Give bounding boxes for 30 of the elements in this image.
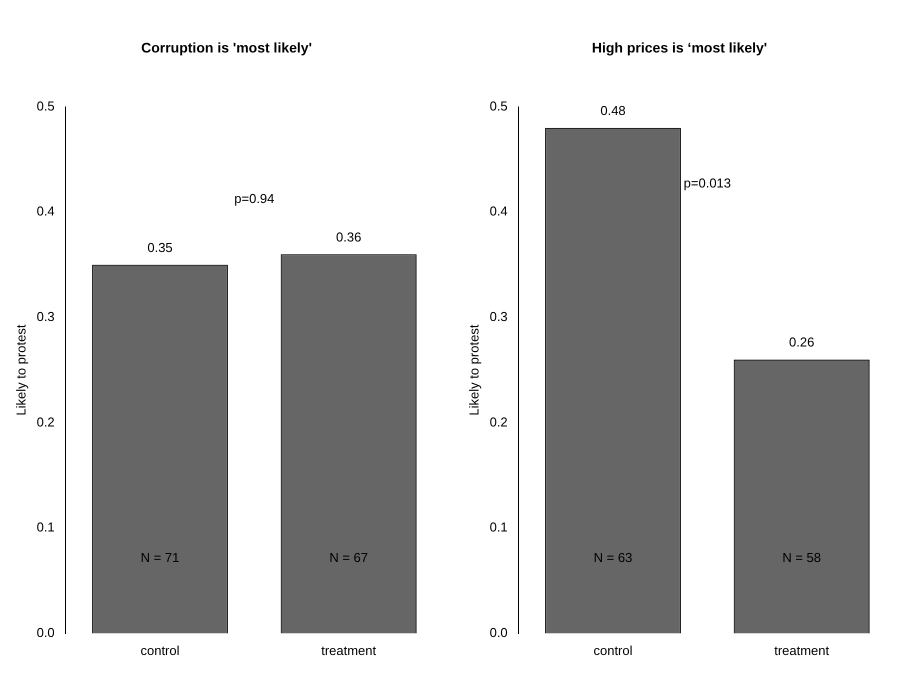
annotation: N = 67 bbox=[329, 550, 368, 565]
x-tick-label: control bbox=[140, 642, 180, 658]
y-tick-label: 0.4 bbox=[490, 204, 508, 219]
y-tick-label: 0.2 bbox=[490, 414, 508, 430]
y-tick-label: 0.0 bbox=[36, 624, 55, 640]
y-tick-label: 0.1 bbox=[490, 520, 508, 535]
y-tick-label: 0.0 bbox=[490, 624, 508, 640]
chart-title: High prices is ‘most likely' bbox=[592, 39, 768, 56]
y-axis-title: Likely to protest bbox=[466, 324, 482, 416]
x-tick-label: treatment bbox=[321, 642, 377, 658]
annotation: N = 71 bbox=[140, 550, 180, 565]
data-label: 0.48 bbox=[600, 102, 626, 118]
chart-title: Corruption is 'most likely' bbox=[141, 39, 312, 56]
y-tick-label: 0.3 bbox=[36, 309, 55, 324]
x-tick-label: control bbox=[593, 642, 633, 658]
y-tick-label: 0.3 bbox=[490, 309, 508, 324]
data-label: 0.26 bbox=[789, 334, 814, 350]
y-tick-label: 0.4 bbox=[36, 204, 55, 219]
x-tick-label: treatment bbox=[774, 642, 830, 658]
data-label: 0.36 bbox=[336, 229, 362, 244]
annotation: N = 63 bbox=[594, 550, 632, 565]
annotation: N = 58 bbox=[782, 550, 822, 565]
annotation: p=0.94 bbox=[234, 191, 274, 206]
data-label: 0.35 bbox=[147, 240, 173, 255]
y-tick-label: 0.5 bbox=[36, 98, 55, 114]
y-tick-label: 0.5 bbox=[490, 98, 508, 114]
annotation: p=0.013 bbox=[684, 175, 732, 190]
y-tick-label: 0.2 bbox=[36, 414, 55, 430]
y-tick-label: 0.1 bbox=[36, 520, 55, 535]
y-axis-title: Likely to protest bbox=[13, 324, 28, 416]
